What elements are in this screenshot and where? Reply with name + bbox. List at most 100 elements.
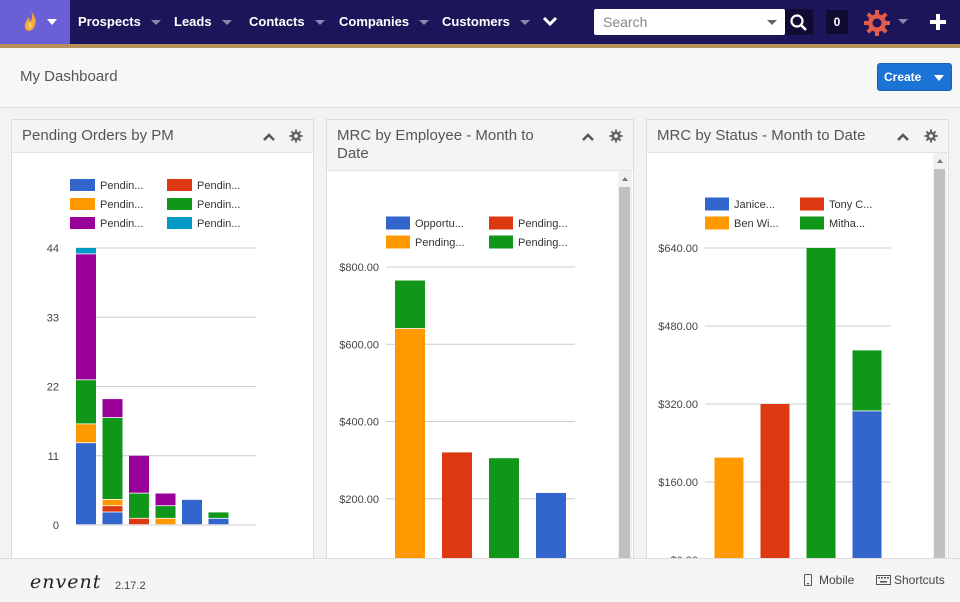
chevron-down-icon <box>314 20 325 26</box>
bar-segment <box>714 457 744 560</box>
top-nav: Prospects Leads Contacts Companies Custo… <box>0 0 960 44</box>
bar-segment <box>76 254 96 380</box>
chevron-down-icon[interactable] <box>934 75 944 81</box>
notification-count-badge[interactable]: 0 <box>826 10 848 34</box>
bar-segment <box>155 493 176 506</box>
y-tick-label: 0 <box>53 520 59 532</box>
legend-swatch <box>70 179 95 191</box>
nav-prospects-label: Prospects <box>78 14 141 29</box>
widget-header: Pending Orders by PM <box>12 120 313 153</box>
y-tick-label: 22 <box>47 382 59 394</box>
nav-contacts[interactable]: Contacts <box>249 0 325 44</box>
mrc-by-status-chart: $0.00$160.00$320.00$480.00$640.00Janice.… <box>658 197 891 567</box>
collapse-chevron-up-icon[interactable] <box>262 132 276 142</box>
bar-segment <box>129 518 149 525</box>
y-tick-label: $200.00 <box>339 494 379 506</box>
scrollbar-thumb[interactable] <box>934 169 945 578</box>
bar-segment <box>208 512 229 518</box>
mobile-link[interactable]: Mobile <box>819 573 855 587</box>
settings-gear-icon[interactable] <box>862 8 892 38</box>
pending-orders-chart: 0 11 22 33 44 Pendin... Pendin... Pendin... Pend… <box>47 179 256 532</box>
nav-companies-label: Companies <box>339 14 410 29</box>
legend-swatch <box>386 216 410 230</box>
legend-label: Pendin... <box>100 180 143 192</box>
shortcuts-link[interactable]: Shortcuts <box>894 573 945 587</box>
legend-label: Pending... <box>518 237 568 249</box>
legend-swatch <box>489 216 513 230</box>
bar-segment <box>129 493 149 518</box>
chevron-down-icon <box>47 19 57 25</box>
widget-header: MRC by Status - Month to Date <box>647 120 948 153</box>
bar-segment <box>208 518 229 525</box>
legend-label: Janice... <box>734 199 775 211</box>
search-scope-dropdown-icon[interactable] <box>767 20 777 25</box>
y-tick-label: $400.00 <box>339 417 379 429</box>
widget-title: Pending Orders by PM <box>22 127 174 144</box>
create-button[interactable]: Create <box>877 63 952 91</box>
y-tick-label: $640.00 <box>658 243 698 255</box>
y-tick-label: 11 <box>48 451 59 463</box>
widget-title: MRC by Status - Month to Date <box>657 127 866 144</box>
bar-segment <box>129 455 149 493</box>
legend-swatch <box>705 197 729 211</box>
scroll-up-arrow-icon[interactable] <box>622 177 628 181</box>
scrollbar-thumb[interactable] <box>619 187 630 578</box>
more-chevron-icon[interactable] <box>541 12 559 30</box>
widget-settings-gear-icon[interactable] <box>924 129 938 143</box>
widget-settings-gear-icon[interactable] <box>289 129 303 143</box>
mobile-icon <box>804 574 812 586</box>
page-title: My Dashboard <box>20 68 118 85</box>
chevron-down-icon <box>150 20 161 26</box>
legend-swatch <box>70 198 95 210</box>
legend-label: Pending... <box>518 218 568 230</box>
nav-customers[interactable]: Customers <box>442 0 530 44</box>
bar-segment <box>102 499 123 506</box>
y-tick-label: 33 <box>47 312 59 324</box>
widget-scrollbar[interactable] <box>933 153 947 578</box>
bar-segment <box>102 512 123 525</box>
bar-segment <box>760 404 790 560</box>
version-label: 2.17.2 <box>115 580 146 592</box>
app-menu-button[interactable] <box>0 0 70 44</box>
search-box <box>594 9 785 35</box>
bar-segment <box>852 350 882 411</box>
nav-contacts-label: Contacts <box>249 14 305 29</box>
nav-prospects[interactable]: Prospects <box>78 0 161 44</box>
bar-segment <box>489 458 519 576</box>
chevron-down-icon <box>221 20 232 26</box>
nav-companies[interactable]: Companies <box>339 0 430 44</box>
collapse-chevron-up-icon[interactable] <box>581 132 595 142</box>
bar-segment <box>76 380 96 424</box>
bar-segment <box>102 399 123 418</box>
bar-segment <box>76 424 96 443</box>
legend-swatch <box>167 198 192 210</box>
search-icon[interactable] <box>785 9 813 35</box>
collapse-chevron-up-icon[interactable] <box>896 132 910 142</box>
bar-segment <box>395 328 425 576</box>
legend-label: Tony C... <box>829 199 872 211</box>
legend-label: Pending... <box>415 237 465 249</box>
legend-swatch <box>167 179 192 191</box>
widget-scrollbar[interactable] <box>618 171 632 578</box>
nav-customers-label: Customers <box>442 14 510 29</box>
legend-label: Pendin... <box>197 199 240 211</box>
scroll-up-arrow-icon[interactable] <box>937 159 943 163</box>
legend-label: Pendin... <box>100 199 143 211</box>
bar-segment <box>806 248 836 560</box>
nav-leads[interactable]: Leads <box>174 0 232 44</box>
bar-segment <box>155 506 176 518</box>
page-header: My Dashboard Create <box>0 48 960 108</box>
y-tick-label: $480.00 <box>658 321 698 333</box>
add-plus-icon[interactable] <box>928 12 948 32</box>
y-tick-label: $320.00 <box>658 399 698 411</box>
widget-title: MRC by Employee - Month to Date <box>337 127 534 162</box>
search-input[interactable] <box>594 9 764 35</box>
bar-segment <box>155 518 176 525</box>
legend-label: Pendin... <box>197 218 240 230</box>
legend-swatch <box>70 217 95 229</box>
legend-label: Pendin... <box>100 218 143 230</box>
footer: envent 2.17.2 Mobile Shortcuts <box>0 558 960 602</box>
legend-swatch <box>705 216 729 230</box>
nav-accent-stripe <box>0 44 960 48</box>
widget-settings-gear-icon[interactable] <box>609 129 623 143</box>
